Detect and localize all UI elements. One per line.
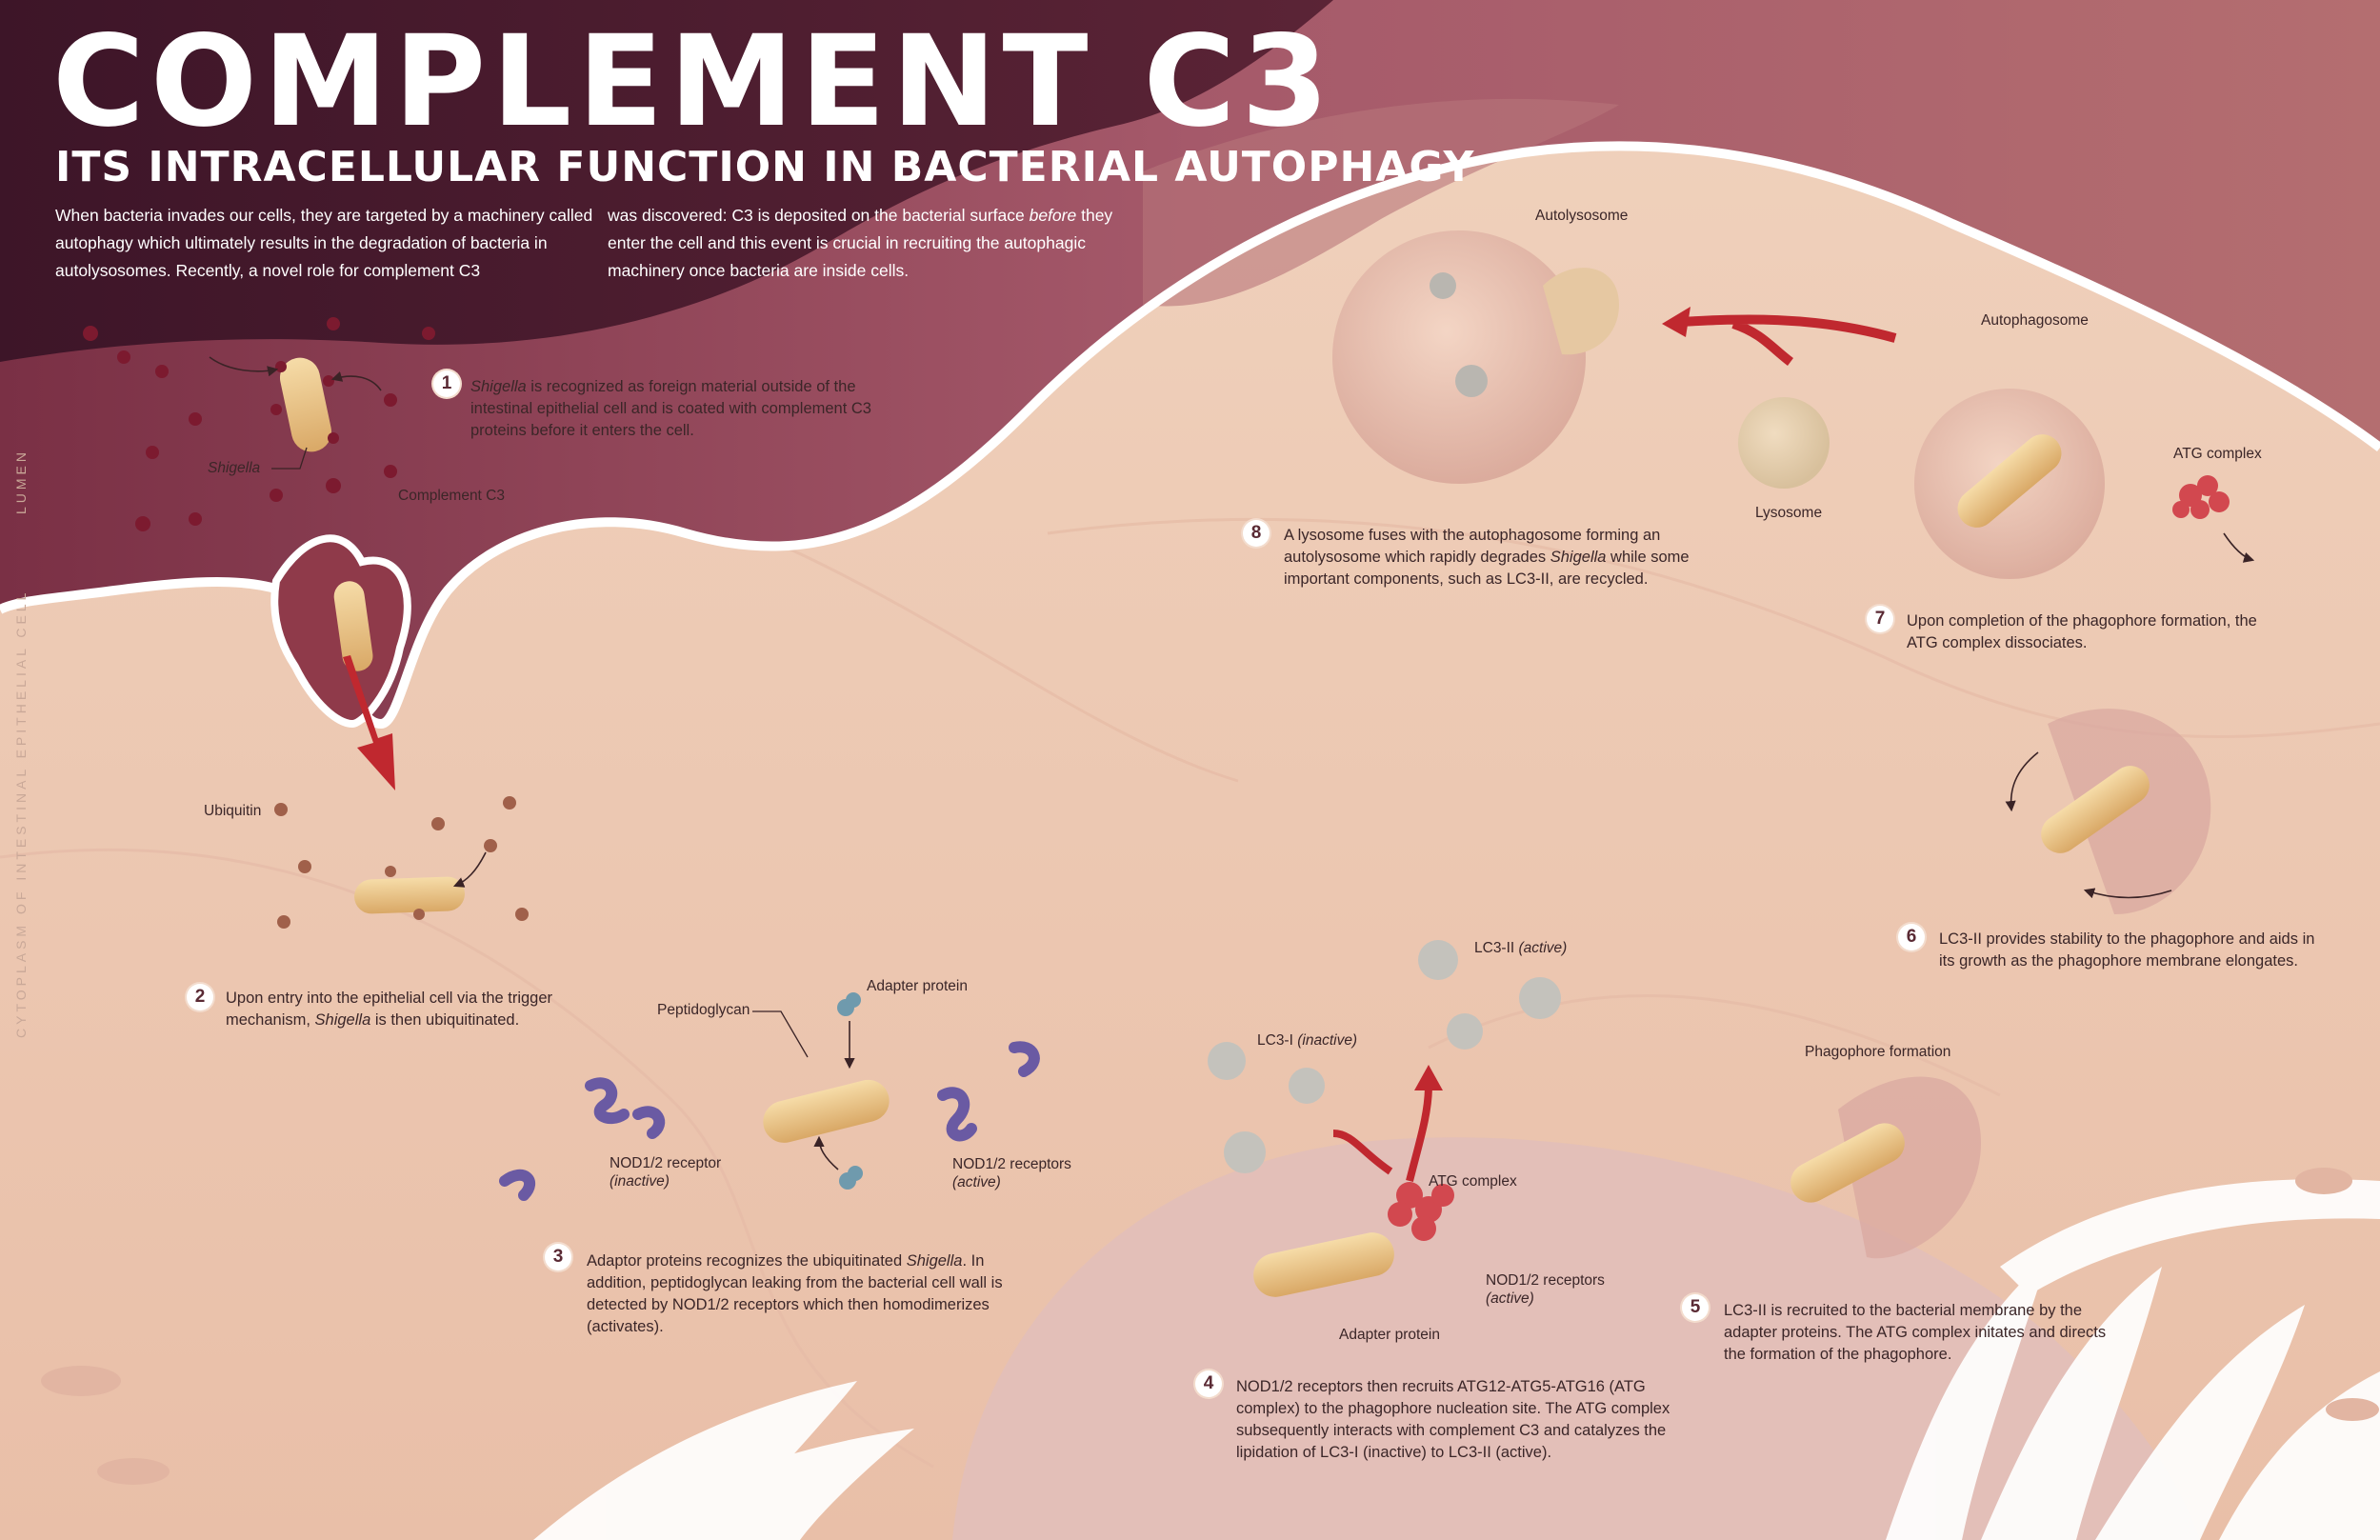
step-number-6: 6	[1898, 924, 1925, 950]
lc3-conversion-arrow	[1332, 1085, 1432, 1182]
degraded-shigella	[1430, 272, 1488, 397]
step6-arrow-top	[2005, 751, 2039, 812]
step-text-7: Upon completion of the phagophore format…	[1907, 612, 2257, 651]
shigella-step5	[1790, 1123, 1905, 1203]
dark-header-band	[0, 0, 1333, 362]
label-lc3-i: LC3-I (inactive)	[1257, 1032, 1358, 1049]
phagophore-step6	[2048, 709, 2211, 914]
peptidoglycan-leader	[752, 1010, 809, 1058]
step-text-5: LC3-II is recruited to the bacterial mem…	[1724, 1302, 2107, 1363]
atg-complex-dissociated	[2172, 475, 2230, 519]
shigella-leader	[271, 447, 308, 470]
arrow-step1a	[209, 356, 279, 377]
label-peptidoglycan: Peptidoglycan	[657, 1002, 750, 1018]
shigella-step2	[354, 876, 465, 914]
shigella-step4	[1253, 1232, 1394, 1297]
label-lc3-ii: LC3-II (active)	[1474, 940, 1568, 956]
entry-arrow	[343, 655, 395, 790]
label-adapter-protein-top: Adapter protein	[867, 978, 968, 994]
label-autolysosome: Autolysosome	[1535, 208, 1629, 224]
intro-column-2: was discovered: C3 is deposited on the b…	[608, 206, 1113, 280]
step-number-7: 7	[1867, 606, 1893, 632]
step7-arrow	[2223, 532, 2255, 563]
step-text-2: Upon entry into the epithelial cell via …	[226, 990, 553, 1029]
label-ubiquitin: Ubiquitin	[204, 803, 262, 819]
label-nod-active-2: NOD1/2 receptors (active)	[1486, 1272, 1605, 1307]
autolysosome	[1332, 230, 1586, 484]
arrow-step1b	[330, 371, 382, 391]
step-number-5: 5	[1682, 1294, 1709, 1321]
label-lysosome: Lysosome	[1755, 505, 1823, 521]
lumen-fold	[1143, 98, 1619, 307]
phagophore-step5	[1838, 1076, 1981, 1259]
lc3-particles	[1208, 940, 1561, 1173]
intro-column-1: When bacteria invades our cells, they ar…	[55, 206, 593, 280]
step-text-4: NOD1/2 receptors then recruits ATG12-ATG…	[1236, 1378, 1670, 1461]
step-text-8: A lysosome fuses with the autophagosome …	[1284, 527, 1690, 588]
adapter-proteins-step3	[837, 992, 863, 1190]
ubiquitin-particles	[274, 796, 529, 929]
label-nod-active: NOD1/2 receptors (active)	[952, 1156, 1071, 1190]
lysosome	[1738, 397, 1830, 489]
nod-receptors-active	[937, 1041, 1040, 1142]
step6-arrow-bottom	[2083, 888, 2172, 899]
mitochondria	[41, 1168, 2379, 1485]
shigella-step1	[279, 357, 332, 452]
label-autophagosome: Autophagosome	[1981, 312, 2089, 329]
step-text-3: Adaptor proteins recognizes the ubiquiti…	[587, 1252, 1003, 1335]
label-complement-c3: Complement C3	[398, 488, 505, 504]
step-number-8: 8	[1243, 520, 1270, 547]
label-shigella: Shigella	[208, 460, 261, 476]
label-phagophore-formation: Phagophore formation	[1805, 1044, 1951, 1060]
step-number-1: 1	[433, 370, 460, 397]
step-number-3: 3	[545, 1244, 571, 1270]
step-text-1: Shigella is recognized as foreign materi…	[470, 378, 871, 439]
fusion-arrow	[1680, 314, 1897, 366]
endoplasmic-reticulum	[533, 1179, 2380, 1540]
label-nod-inactive: NOD1/2 receptor (inactive)	[610, 1155, 722, 1190]
page-title: COMPLEMENT C3	[52, 9, 1335, 155]
shigella-step7	[1957, 434, 2062, 528]
shigella-entering	[333, 581, 373, 671]
side-label-cytoplasm: CYTOPLASM OF INTESTINAL EPITHELIAL CELL	[13, 589, 29, 1038]
arrow-step2	[452, 851, 487, 888]
step-number-2: 2	[187, 984, 213, 1010]
adapter-arrow-bottom	[813, 1135, 839, 1170]
label-adapter-protein-bottom: Adapter protein	[1339, 1327, 1440, 1343]
step-number-4: 4	[1195, 1370, 1222, 1397]
page-subtitle: ITS INTRACELLULAR FUNCTION IN BACTERIAL …	[55, 143, 1475, 191]
step-text-6: LC3-II provides stability to the phagoph…	[1939, 930, 2315, 970]
shigella-step3	[763, 1079, 890, 1143]
side-label-lumen: LUMEN	[13, 448, 29, 514]
nod-receptors-inactive	[499, 1077, 666, 1201]
shigella-step6	[2041, 766, 2150, 853]
lc3-arrowhead	[1414, 1065, 1443, 1090]
autolysosome-fusion-lobe	[1543, 268, 1619, 355]
atg-complex-step4	[1388, 1182, 1454, 1241]
fusion-arrowhead	[1662, 307, 1690, 337]
label-atg-complex: ATG complex	[1429, 1173, 1517, 1190]
label-atg-complex-2: ATG complex	[2173, 446, 2262, 462]
